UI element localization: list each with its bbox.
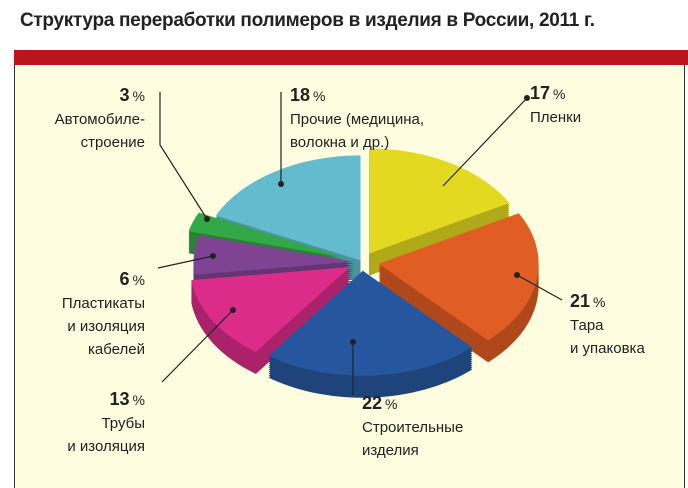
slice-label-line: Прочие (медицина, <box>290 111 425 128</box>
pie-slice-1 <box>378 213 539 341</box>
slice-label-line: Трубы <box>101 415 145 432</box>
leader-line <box>442 97 528 187</box>
pie-slice-3 <box>191 266 350 352</box>
slice-label-line: Строительные <box>362 419 464 436</box>
slice-label-line: строение <box>80 134 145 151</box>
pie-slice-6 <box>215 155 361 261</box>
percent-sign: % <box>313 88 326 104</box>
slice-label-line: Автомобиле- <box>54 111 145 128</box>
percent-sign: % <box>385 396 398 412</box>
slice-value: 22 <box>362 393 383 413</box>
leader-dot <box>210 253 216 259</box>
percent-sign: % <box>132 88 145 104</box>
percent-sign: % <box>132 272 145 288</box>
slice-label: 18% Прочие (медицина, волокна и др.) <box>290 84 424 154</box>
leader-line <box>157 255 214 269</box>
slice-label-line: изделия <box>362 442 419 459</box>
pie-slice-5 <box>188 212 344 258</box>
slice-value: 6 <box>119 269 130 289</box>
slice-label: 17% Пленки <box>530 82 581 129</box>
pie-slice-0 <box>369 148 510 254</box>
slice-label: 3% Автомобиле-строение <box>55 84 145 154</box>
slice-label: 13% Трубы и изоляция <box>67 388 145 458</box>
leader-dot <box>230 307 236 313</box>
slice-value: 18 <box>290 85 311 105</box>
slice-label-line: Пластикаты <box>61 295 145 312</box>
slice-label-line: кабелей <box>88 341 145 358</box>
slice-label-line: и изоляция <box>67 318 145 335</box>
slice-value: 13 <box>109 389 130 409</box>
slice-label: 6% Пластикаты и изоляция кабелей <box>62 268 145 361</box>
chart-title: Структура переработки полимеров в издели… <box>20 10 595 31</box>
percent-sign: % <box>132 392 145 408</box>
leader-dot <box>524 95 530 101</box>
pie-slice-4 <box>193 235 354 275</box>
slice-label: 22% Строительные изделия <box>362 392 463 462</box>
percent-sign: % <box>553 86 566 102</box>
slice-value: 17 <box>530 83 551 103</box>
leader-dot <box>350 339 356 345</box>
pie-slice-2 <box>268 270 473 376</box>
leader-dot <box>278 181 284 187</box>
leader-line <box>159 92 208 220</box>
slice-label-line: и упаковка <box>570 340 645 357</box>
slice-label: 21% Тара и упаковка <box>570 290 645 360</box>
slice-label-line: и изоляция <box>67 438 145 455</box>
slice-value: 3 <box>119 85 130 105</box>
leader-line <box>516 274 563 301</box>
leader-dot <box>204 216 210 222</box>
slice-label-line: Пленки <box>530 109 582 126</box>
slice-label-line: волокна и др.) <box>290 134 390 151</box>
slice-label-line: Тара <box>570 317 604 334</box>
percent-sign: % <box>593 294 606 310</box>
header-bar <box>14 50 688 65</box>
leader-line <box>161 309 234 383</box>
leader-dot <box>514 272 520 278</box>
slice-value: 21 <box>570 291 591 311</box>
